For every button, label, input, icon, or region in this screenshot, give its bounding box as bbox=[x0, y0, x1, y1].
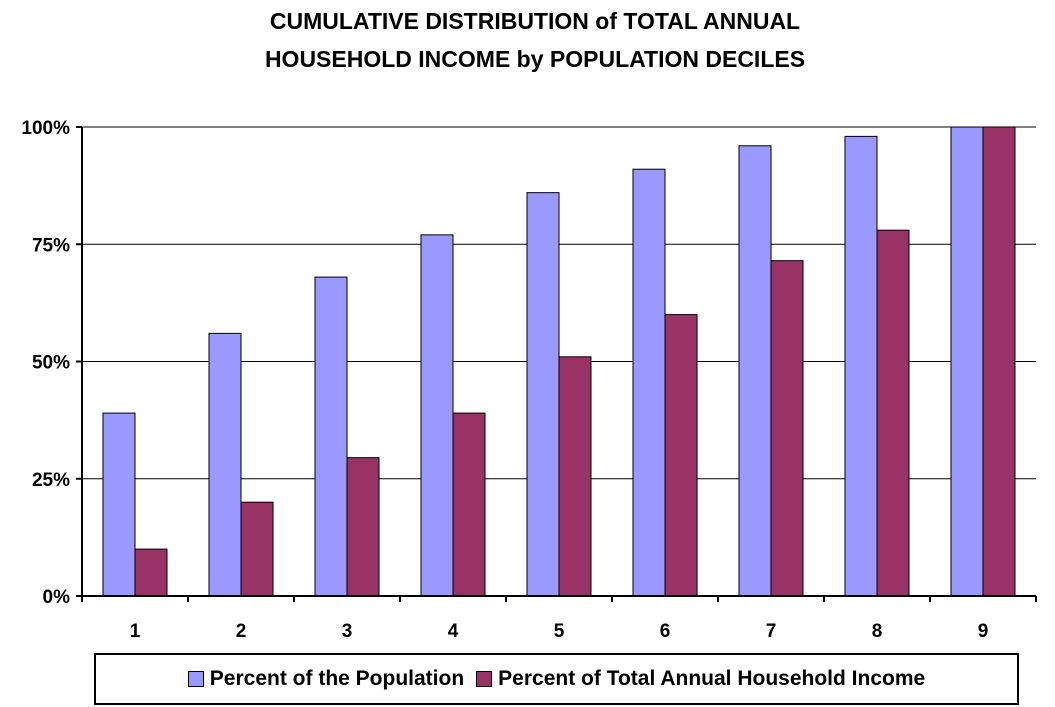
bar-population bbox=[102, 412, 136, 597]
tick-labels: 0% 25% 50% 75% 100% 1 2 3 4 5 6 7 8 9 bbox=[21, 118, 988, 642]
bar-chart: 0% 25% 50% 75% 100% 1 2 3 4 5 6 7 8 9 bbox=[21, 118, 1037, 642]
bars bbox=[102, 126, 1016, 597]
bar-population bbox=[844, 135, 878, 597]
y-tick-label: 0% bbox=[43, 587, 71, 608]
bar-income bbox=[876, 229, 910, 597]
x-tick-label: 3 bbox=[342, 621, 353, 642]
bar-income bbox=[664, 314, 698, 597]
x-tick-label: 5 bbox=[554, 621, 565, 642]
y-tick-label: 50% bbox=[32, 353, 70, 374]
bar-population bbox=[950, 126, 984, 597]
chart-title-line-2: HOUSEHOLD INCOME by POPULATION DECILES bbox=[264, 46, 806, 72]
bar-income bbox=[558, 356, 592, 597]
bar-income bbox=[452, 412, 486, 597]
legend-entry-population: Percent of the Population bbox=[187, 667, 465, 691]
bar-income bbox=[770, 260, 804, 597]
bar-population bbox=[314, 276, 348, 597]
bar-population bbox=[632, 168, 666, 597]
legend-swatch-population bbox=[187, 671, 204, 687]
y-tick-label: 75% bbox=[32, 235, 70, 256]
bar-population bbox=[526, 192, 560, 597]
x-tick-label: 8 bbox=[872, 621, 883, 642]
x-tick-label: 9 bbox=[978, 621, 989, 642]
bar-population bbox=[738, 145, 772, 597]
y-tick-label: 100% bbox=[21, 118, 70, 139]
y-tick-label: 25% bbox=[32, 470, 70, 491]
x-tick-label: 6 bbox=[660, 621, 671, 642]
bar-income bbox=[134, 548, 168, 597]
bar-population bbox=[208, 332, 242, 597]
chart-title-line-1: CUMULATIVE DISTRIBUTION of TOTAL ANNUAL bbox=[269, 8, 801, 34]
chart-title: CUMULATIVE DISTRIBUTION of TOTAL ANNUAL … bbox=[0, 2, 1055, 78]
legend-label-population: Percent of the Population bbox=[209, 667, 465, 690]
x-tick-label: 1 bbox=[130, 621, 141, 642]
legend-swatch-income bbox=[476, 671, 493, 687]
legend: Percent of the Population Percent of Tot… bbox=[94, 653, 1019, 705]
legend-entry-income: Percent of Total Annual Household Income bbox=[476, 667, 925, 691]
x-tick-label: 4 bbox=[448, 621, 459, 642]
bar-population bbox=[420, 234, 454, 597]
x-tick-label: 7 bbox=[766, 621, 777, 642]
bar-income bbox=[346, 457, 380, 597]
legend-label-income: Percent of Total Annual Household Income bbox=[498, 667, 926, 690]
bar-income bbox=[982, 126, 1016, 597]
bar-income bbox=[240, 501, 274, 597]
axes bbox=[76, 126, 1037, 602]
x-tick-label: 2 bbox=[236, 621, 247, 642]
